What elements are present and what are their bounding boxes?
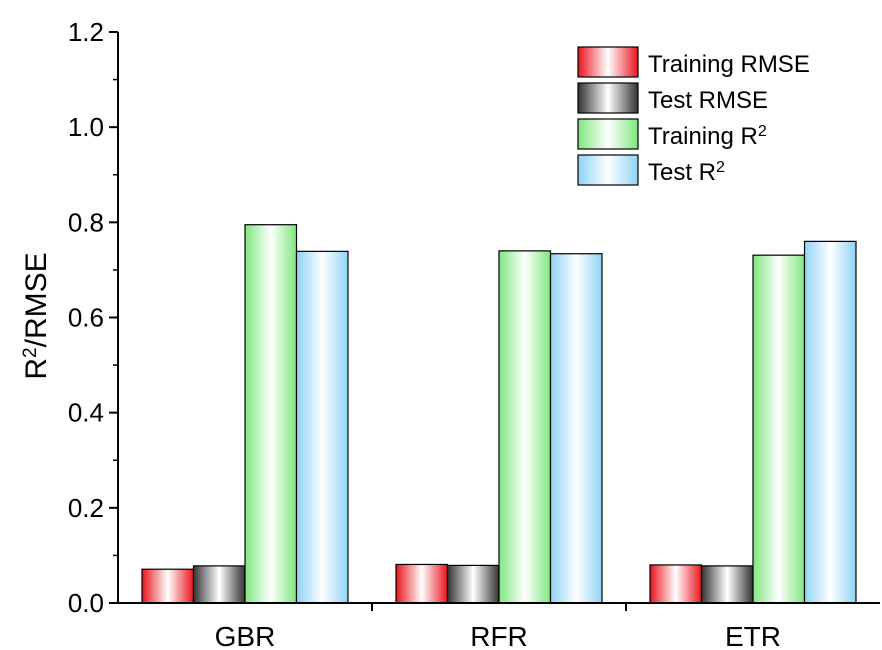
bar-rfr-series-2 [499, 251, 551, 603]
bar-etr-series-1 [702, 566, 754, 603]
legend-label-sup: 2 [758, 123, 767, 140]
legend-label-2: Training R2 [648, 123, 767, 151]
bar-rfr-series-3 [551, 254, 603, 603]
bars-group: GBR RFR ETR [142, 225, 856, 650]
bar-etr-series-3 [805, 241, 857, 603]
y-axis-label-base: R [20, 358, 53, 380]
y-tick-label: 0.6 [68, 303, 104, 333]
bar-gbr-series-1 [194, 566, 246, 603]
legend-swatch-3 [578, 155, 638, 185]
legend-swatch-2 [578, 119, 638, 149]
y-tick-label: 0.0 [68, 588, 104, 618]
legend-label-sup: 2 [716, 159, 725, 176]
y-tick-label: 1.0 [68, 112, 104, 142]
bar-etr-series-2 [753, 255, 805, 603]
x-tick-label-gbr: GBR [215, 621, 276, 650]
legend-swatch-1 [578, 83, 638, 113]
legend-label-text: Test RMSE [648, 87, 768, 114]
legend-label-0: Training RMSE [648, 51, 810, 78]
legend-label-1: Test RMSE [648, 87, 768, 114]
y-tick-label: 1.2 [68, 17, 104, 47]
bar-gbr-series-2 [245, 225, 297, 603]
legend-label-text: Training RMSE [648, 51, 810, 78]
legend-label-3: Test R2 [648, 159, 725, 187]
x-tick-label-etr: ETR [725, 621, 781, 650]
bar-rfr-series-0 [396, 564, 448, 603]
x-tick-label-rfr: RFR [470, 621, 528, 650]
y-tick-label: 0.4 [68, 398, 104, 428]
bar-gbr-series-3 [297, 251, 349, 603]
y-tick-label: 0.8 [68, 207, 104, 237]
y-axis-label: R2/RMSE [20, 252, 54, 379]
legend-label-text: Training R [648, 123, 758, 150]
legend-swatch-0 [578, 47, 638, 77]
legend-label-text: Test R [648, 159, 716, 186]
bar-rfr-series-1 [448, 565, 500, 603]
y-axis-label-sup: 2 [20, 347, 41, 358]
bar-etr-series-0 [650, 565, 702, 603]
y-axis-label-rest: /RMSE [20, 252, 53, 347]
y-tick-label: 0.2 [68, 493, 104, 523]
bar-gbr-series-0 [142, 569, 194, 603]
